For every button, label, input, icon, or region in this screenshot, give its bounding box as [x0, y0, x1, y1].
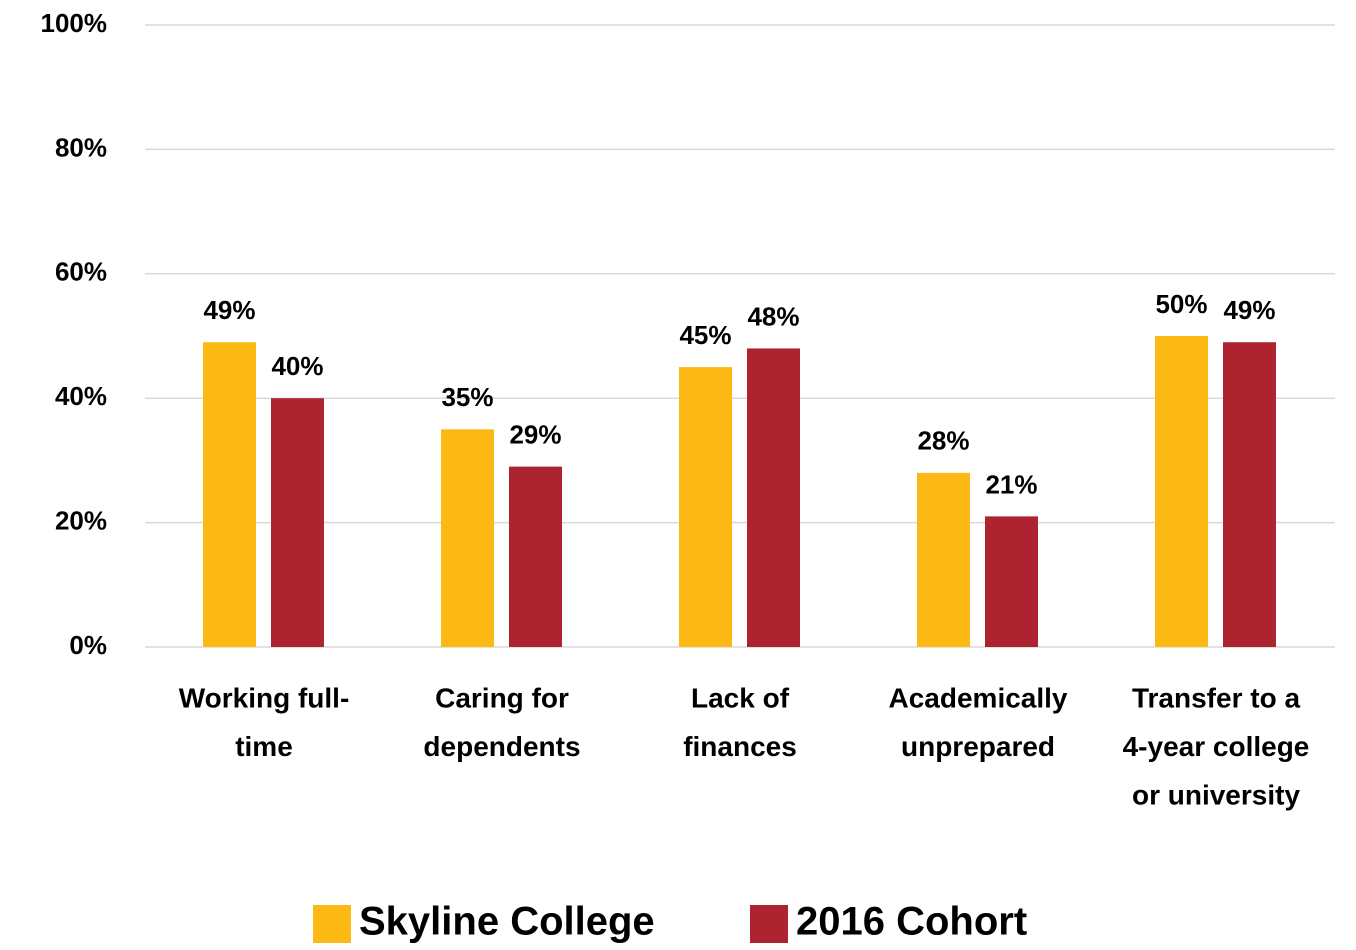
data-label: 35%: [441, 382, 493, 412]
data-label: 29%: [509, 419, 561, 449]
bar: [679, 367, 732, 647]
y-tick-label: 80%: [55, 132, 107, 162]
data-label: 40%: [271, 351, 323, 381]
bar: [985, 516, 1038, 647]
legend-swatch: [750, 905, 788, 943]
legend-swatch: [313, 905, 351, 943]
y-tick-label: 60%: [55, 257, 107, 287]
data-label: 45%: [679, 320, 731, 350]
data-label: 49%: [203, 295, 255, 325]
x-tick-label: Lack of: [691, 682, 790, 713]
x-tick-label: or university: [1132, 779, 1300, 810]
bar: [1155, 336, 1208, 647]
x-tick-label: Working full-: [179, 682, 350, 713]
legend-label: Skyline College: [359, 900, 655, 944]
data-label: 50%: [1155, 289, 1207, 319]
bar: [509, 466, 562, 647]
x-tick-label: dependents: [423, 731, 580, 762]
bar: [1223, 342, 1276, 647]
bar: [747, 348, 800, 647]
x-tick-label: Transfer to a: [1132, 682, 1300, 713]
data-label: 48%: [747, 301, 799, 331]
data-label: 49%: [1223, 295, 1275, 325]
x-tick-label: unprepared: [901, 731, 1055, 762]
data-label: 28%: [917, 426, 969, 456]
x-tick-label: Caring for: [435, 682, 569, 713]
legend-label: 2016 Cohort: [796, 900, 1027, 944]
bar: [441, 429, 494, 647]
bar: [917, 472, 970, 647]
bar: [271, 398, 324, 647]
y-tick-label: 40%: [55, 381, 107, 411]
y-tick-label: 20%: [55, 505, 107, 535]
x-tick-label: time: [235, 731, 293, 762]
bar: [203, 342, 256, 647]
x-tick-label: Academically: [889, 682, 1068, 713]
y-tick-label: 0%: [69, 630, 107, 660]
x-tick-label: 4-year college: [1123, 731, 1310, 762]
x-tick-label: finances: [683, 731, 797, 762]
y-tick-label: 100%: [41, 8, 108, 38]
data-label: 21%: [985, 469, 1037, 499]
